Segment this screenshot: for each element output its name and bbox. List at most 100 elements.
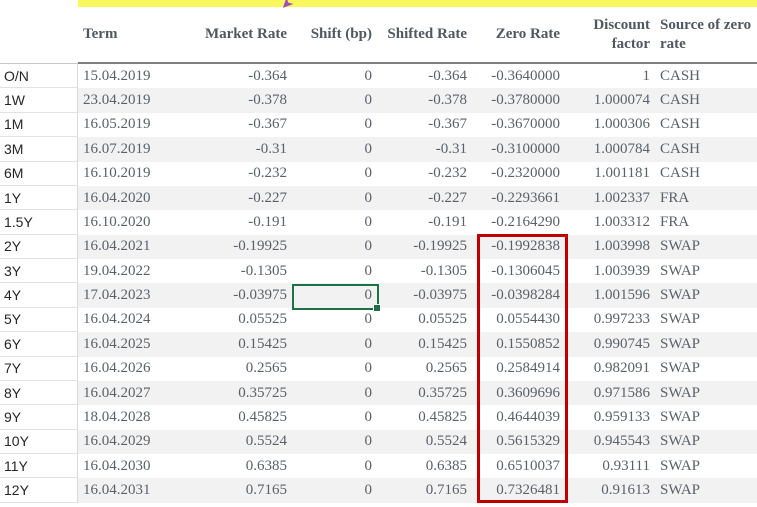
- cell-discount-factor[interactable]: 0.997233: [593, 311, 650, 328]
- cell-term[interactable]: 16.10.2020: [83, 213, 151, 230]
- cell-zero-rate[interactable]: 0.7326481: [472, 478, 568, 503]
- cell-source[interactable]: CASH: [654, 137, 757, 162]
- cell-shift-bp[interactable]: 0: [292, 478, 380, 503]
- cell-market-rate[interactable]: 0.35725: [182, 380, 292, 406]
- cell-term[interactable]: 16.04.2026: [83, 360, 151, 377]
- cell-shift-bp[interactable]: 0: [292, 429, 380, 454]
- cell-discount-factor[interactable]: 1.003939: [593, 262, 650, 279]
- cell-shifted-rate[interactable]: 0.2565: [425, 360, 467, 377]
- row-header-cell[interactable]: 12Y: [0, 478, 78, 503]
- row-header-cell[interactable]: 6M: [0, 161, 78, 186]
- cell-zero-rate[interactable]: 0.2584914: [496, 360, 560, 377]
- cell-market-rate[interactable]: 0.2565: [245, 360, 287, 377]
- cell-discount-factor[interactable]: 0.91613: [568, 478, 654, 503]
- cell-shifted-rate[interactable]: 0.35725: [380, 380, 472, 406]
- cell-source[interactable]: SWAP: [654, 429, 757, 454]
- cell-term[interactable]: 15.04.2019: [83, 67, 151, 84]
- row-header-cell[interactable]: 1.5Y: [0, 210, 78, 235]
- cell-zero-rate[interactable]: -0.1992838: [472, 234, 568, 259]
- row-header-cell[interactable]: 5Y: [0, 307, 78, 333]
- cell-term[interactable]: 16.10.2019: [83, 165, 151, 182]
- cell-shifted-rate[interactable]: -0.1305: [420, 262, 467, 279]
- cell-discount-factor[interactable]: 1.003312: [593, 213, 650, 230]
- cell-shifted-rate[interactable]: -0.367: [428, 116, 467, 133]
- cell-discount-factor[interactable]: 0.945543: [568, 429, 654, 454]
- cell-source[interactable]: FRA: [654, 185, 757, 211]
- cell-discount-factor[interactable]: 1.003998: [568, 234, 654, 259]
- cell-shifted-rate[interactable]: -0.191: [428, 213, 467, 230]
- cell-zero-rate[interactable]: 0.0554430: [496, 311, 560, 328]
- cell-term[interactable]: 16.04.2025: [78, 332, 182, 357]
- cell-shift-bp[interactable]: 0: [292, 185, 380, 211]
- row-header-cell[interactable]: 1Y: [0, 185, 78, 211]
- cell-discount-factor[interactable]: 1.000784: [568, 137, 654, 162]
- cell-source[interactable]: FRA: [660, 213, 690, 230]
- cell-shifted-rate[interactable]: -0.227: [380, 185, 472, 211]
- row-header-cell[interactable]: 1W: [0, 88, 78, 113]
- cell-term[interactable]: 16.05.2019: [83, 116, 151, 133]
- cell-term[interactable]: 16.04.2027: [78, 380, 182, 406]
- cell-shifted-rate[interactable]: -0.31: [380, 137, 472, 162]
- fill-handle[interactable]: [373, 303, 381, 312]
- row-header-cell[interactable]: 2Y: [0, 234, 78, 259]
- cell-discount-factor[interactable]: 1.000074: [568, 88, 654, 113]
- cell-market-rate[interactable]: 0.05525: [238, 311, 287, 328]
- cell-source[interactable]: SWAP: [654, 478, 757, 503]
- cell-discount-factor[interactable]: 1.002337: [568, 185, 654, 211]
- cell-discount-factor[interactable]: 0.959133: [593, 408, 650, 425]
- cell-market-rate[interactable]: 0.45825: [238, 408, 287, 425]
- cell-shift-bp[interactable]: 0: [364, 165, 373, 182]
- cell-shift-bp[interactable]: 0: [364, 116, 373, 133]
- cell-source[interactable]: CASH: [654, 88, 757, 113]
- cell-market-rate[interactable]: -0.232: [248, 165, 287, 182]
- cell-market-rate[interactable]: -0.367: [248, 116, 287, 133]
- cell-shift-bp[interactable]: 0: [292, 332, 380, 357]
- cell-shift-bp[interactable]: 0: [292, 234, 380, 259]
- cell-market-rate[interactable]: -0.1305: [240, 262, 287, 279]
- cell-shift-bp[interactable]: 0: [364, 311, 373, 328]
- cell-market-rate[interactable]: -0.378: [182, 88, 292, 113]
- cell-discount-factor[interactable]: 1: [642, 67, 651, 84]
- cell-shifted-rate[interactable]: -0.232: [428, 165, 467, 182]
- cell-shift-bp[interactable]: 0: [364, 67, 373, 84]
- cell-shift-bp[interactable]: 0: [364, 360, 373, 377]
- cell-zero-rate[interactable]: 0.5615329: [472, 429, 568, 454]
- cell-discount-factor[interactable]: 0.93111: [602, 457, 650, 474]
- row-header-cell[interactable]: 8Y: [0, 380, 78, 406]
- cell-term[interactable]: 16.04.2024: [83, 311, 151, 328]
- cell-shift-bp[interactable]: 0: [292, 137, 380, 162]
- cell-market-rate[interactable]: 0.6385: [245, 457, 287, 474]
- cell-source[interactable]: SWAP: [660, 457, 701, 474]
- cell-discount-factor[interactable]: 1.001181: [594, 165, 650, 182]
- cell-market-rate[interactable]: 0.5524: [182, 429, 292, 454]
- cell-market-rate[interactable]: 0.15425: [182, 332, 292, 357]
- cell-market-rate[interactable]: -0.191: [248, 213, 287, 230]
- cell-source[interactable]: CASH: [660, 67, 701, 84]
- cell-shifted-rate[interactable]: 0.15425: [380, 332, 472, 357]
- cell-source[interactable]: SWAP: [654, 234, 757, 259]
- cell-market-rate[interactable]: -0.227: [182, 185, 292, 211]
- cell-market-rate[interactable]: -0.19925: [182, 234, 292, 259]
- cell-term[interactable]: 19.04.2022: [83, 262, 151, 279]
- row-header-cell[interactable]: 3M: [0, 137, 78, 162]
- cell-term[interactable]: 16.04.2031: [78, 478, 182, 503]
- cell-market-rate[interactable]: -0.03975: [182, 283, 292, 308]
- cell-term[interactable]: 16.04.2029: [78, 429, 182, 454]
- cell-source[interactable]: SWAP: [660, 262, 701, 279]
- selected-cell-outline[interactable]: [292, 283, 381, 312]
- cell-zero-rate[interactable]: -0.3640000: [491, 67, 560, 84]
- cell-shifted-rate[interactable]: 0.7165: [380, 478, 472, 503]
- cell-market-rate[interactable]: -0.364: [248, 67, 287, 84]
- row-header-cell[interactable]: 4Y: [0, 283, 78, 308]
- cell-source[interactable]: SWAP: [654, 283, 757, 308]
- cell-shifted-rate[interactable]: 0.05525: [418, 311, 467, 328]
- cell-term[interactable]: 16.07.2019: [78, 137, 182, 162]
- cell-zero-rate[interactable]: -0.1306045: [491, 262, 560, 279]
- cell-source[interactable]: SWAP: [660, 408, 701, 425]
- row-header-cell[interactable]: 7Y: [0, 356, 78, 381]
- cell-term[interactable]: 17.04.2023: [78, 283, 182, 308]
- cell-shift-bp[interactable]: 0: [292, 380, 380, 406]
- cell-shift-bp[interactable]: 0: [364, 213, 373, 230]
- cell-discount-factor[interactable]: 0.990745: [568, 332, 654, 357]
- cell-shifted-rate[interactable]: -0.19925: [380, 234, 472, 259]
